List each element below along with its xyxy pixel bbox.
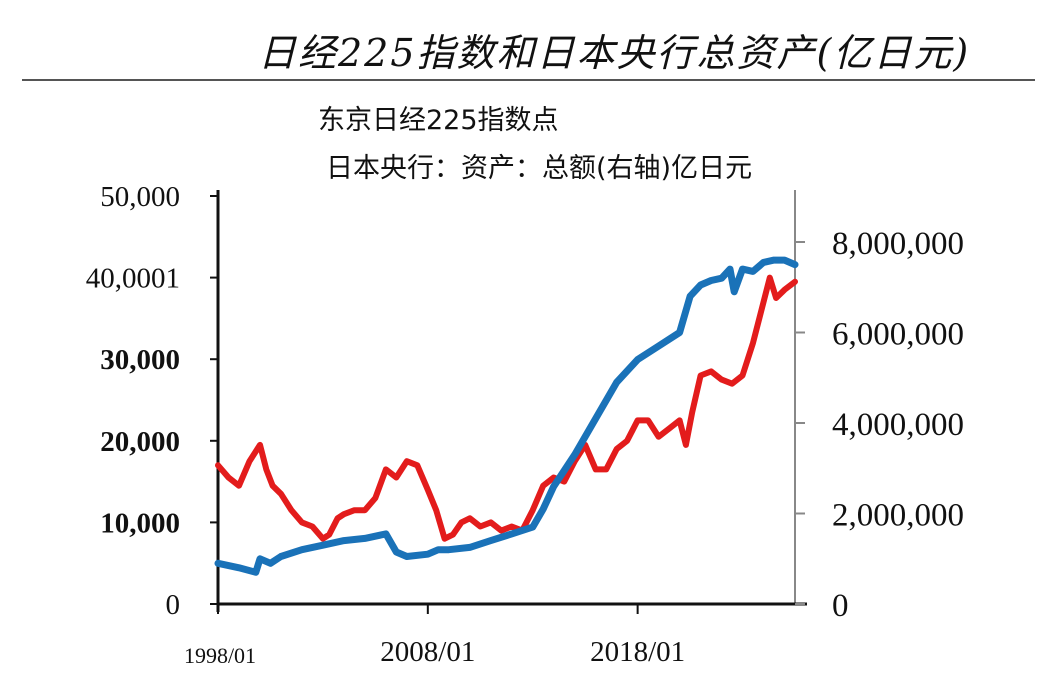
y-right-tick-label: 8,000,000 — [832, 226, 964, 262]
legend-series-1: 东京日经225指数点 — [318, 105, 559, 136]
y-left-tick-label: 0 — [166, 589, 181, 621]
legend-series-2: 日本央行：资产：总额(右轴)亿日元 — [326, 153, 753, 184]
y-right-tick-label: 2,000,000 — [832, 498, 964, 534]
series-line-boj-assets — [214, 256, 799, 576]
y-left-tick-label: 50,000 — [100, 181, 180, 213]
y-left-tick-label: 10,000 — [100, 507, 180, 539]
tick-labels-group: 0 10,000 20,000 30,000 40,0001 50,000 0 2,000,0… — [86, 181, 964, 668]
chart-title: 日经225指数和日本央行总资产(亿日元) — [258, 31, 971, 75]
axes-group — [210, 190, 807, 614]
series-group — [214, 256, 799, 576]
series-line-nikkei — [215, 274, 798, 542]
x-tick-label: 2008/01 — [380, 636, 475, 668]
y-right-tick-label: 4,000,000 — [832, 407, 964, 443]
title-divider — [22, 79, 1035, 81]
y-left-tick-label: 30,000 — [100, 344, 180, 376]
y-right-tick-label: 0 — [832, 588, 849, 624]
y-right-tick-label: 6,000,000 — [832, 317, 964, 353]
x-tick-label: 2018/01 — [590, 636, 685, 668]
y-left-tick-label: 40,0001 — [86, 263, 180, 295]
x-tick-label: 1998/01 — [184, 643, 256, 668]
y-left-tick-label: 20,000 — [100, 426, 180, 458]
